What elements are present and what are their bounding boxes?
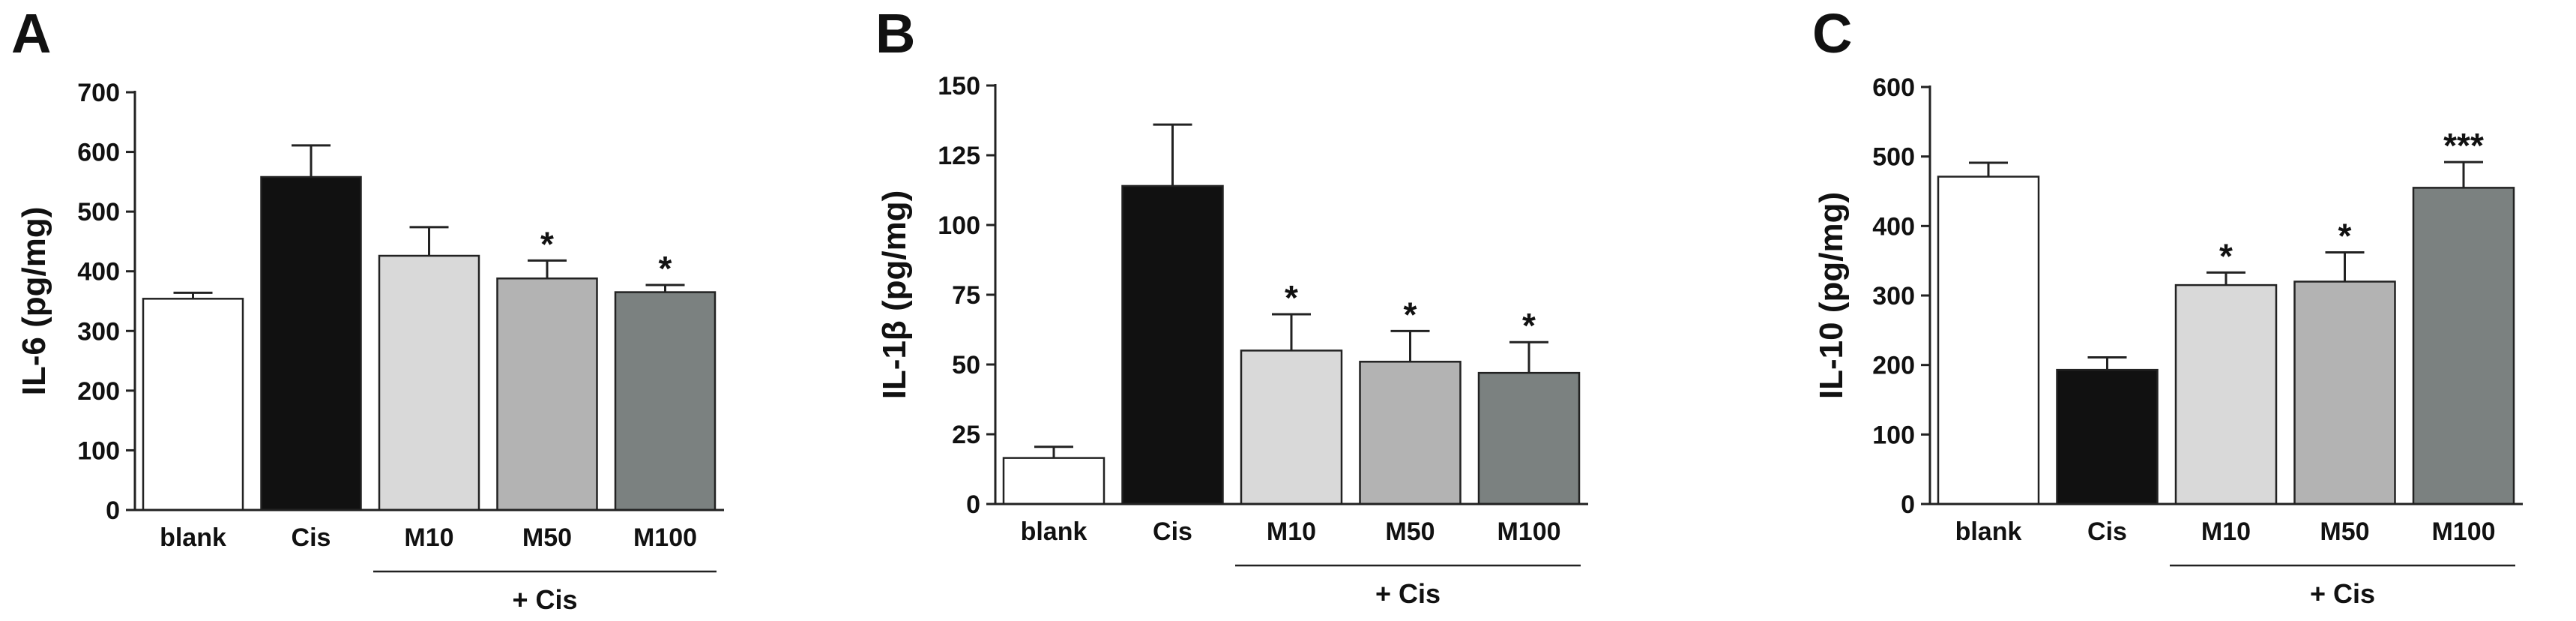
y-tick-label: 100 [1872, 421, 1915, 449]
y-axis-label: IL-10 (pg/mg) [1813, 192, 1850, 399]
x-tick-label: M100 [1497, 518, 1560, 546]
group-label: + Cis [1375, 578, 1441, 609]
x-tick-label: M100 [633, 524, 697, 552]
y-tick-label: 125 [938, 142, 980, 170]
bar-m10 [1240, 350, 1343, 506]
y-axis-label: IL-1β (pg/mg) [876, 190, 913, 400]
significance-marker: * [659, 249, 672, 288]
y-tick-label: 600 [1872, 74, 1915, 102]
significance-marker: *** [2443, 126, 2484, 165]
chart-panel-c: C IL-10 (pg/mg) blank Cis * M10 * M50 *** M100 0 10… [1812, 2, 2523, 609]
bar-cis [2056, 368, 2159, 506]
significance-marker: * [2219, 236, 2233, 275]
x-tick-label: Cis [2087, 518, 2127, 546]
group-label: + Cis [512, 584, 577, 615]
bar-m50 [496, 278, 598, 512]
chart-panel-a: A IL-6 (pg/mg) blank Cis M10 * M50 * M100 0 100 200… [11, 2, 724, 615]
bar-cis [260, 176, 362, 512]
x-tick-label: blank [160, 524, 226, 552]
x-tick-label: blank [1955, 518, 2022, 546]
x-tick-label: M10 [1267, 518, 1316, 546]
panel-letter: A [11, 2, 51, 64]
x-tick-label: M50 [2320, 518, 2369, 546]
x-tick-label: Cis [292, 524, 331, 552]
bar-blank [1002, 457, 1105, 506]
x-tick-label: M10 [404, 524, 453, 552]
group-label: + Cis [2310, 578, 2375, 609]
y-tick-label: 50 [952, 351, 980, 380]
x-tick-label: Cis [1153, 518, 1192, 546]
y-tick-label: 300 [77, 317, 120, 346]
x-tick-label: blank [1021, 518, 1088, 546]
significance-marker: * [540, 224, 554, 263]
bar-cis [1121, 184, 1224, 506]
y-tick-label: 200 [77, 377, 120, 406]
y-tick-label: 200 [1872, 352, 1915, 380]
y-tick-label: 700 [77, 79, 120, 107]
y-tick-label: 400 [1872, 212, 1915, 241]
y-tick-label: 500 [77, 198, 120, 226]
chart-panel-b: B IL-1β (pg/mg) blank Cis * M10 * M50 * M100 0 25 50… [875, 2, 1588, 609]
x-tick-label: M100 [2431, 518, 2495, 546]
significance-marker: * [1522, 306, 1536, 345]
significance-marker: * [1285, 278, 1298, 317]
bar-m50 [2293, 280, 2396, 506]
bar-m100 [2412, 187, 2515, 506]
y-tick-label: 0 [1901, 490, 1915, 519]
y-tick-label: 0 [106, 496, 120, 525]
significance-marker: * [2338, 217, 2352, 256]
y-axis-label: IL-6 (pg/mg) [16, 207, 52, 396]
bar-m50 [1359, 361, 1462, 506]
y-tick-label: 500 [1872, 143, 1915, 172]
bar-blank [142, 298, 244, 512]
bar-blank [1937, 176, 2040, 506]
panel-letter: B [875, 2, 915, 64]
y-tick-label: 0 [966, 490, 980, 519]
y-tick-label: 600 [77, 139, 120, 167]
x-tick-label: M50 [522, 524, 572, 552]
y-tick-label: 150 [938, 72, 980, 100]
bar-m100 [614, 291, 717, 512]
y-tick-label: 25 [952, 421, 980, 449]
significance-marker: * [1404, 295, 1417, 334]
panel-letter: C [1812, 2, 1852, 64]
y-tick-label: 100 [77, 436, 120, 465]
y-tick-label: 400 [77, 258, 120, 286]
x-tick-label: M10 [2201, 518, 2251, 546]
bar-m10 [378, 254, 480, 512]
bar-m100 [1477, 371, 1581, 506]
bar-m10 [2174, 284, 2278, 506]
x-tick-label: M50 [1385, 518, 1435, 546]
y-tick-label: 300 [1872, 282, 1915, 310]
y-tick-label: 100 [938, 212, 980, 240]
y-tick-label: 75 [952, 281, 980, 310]
